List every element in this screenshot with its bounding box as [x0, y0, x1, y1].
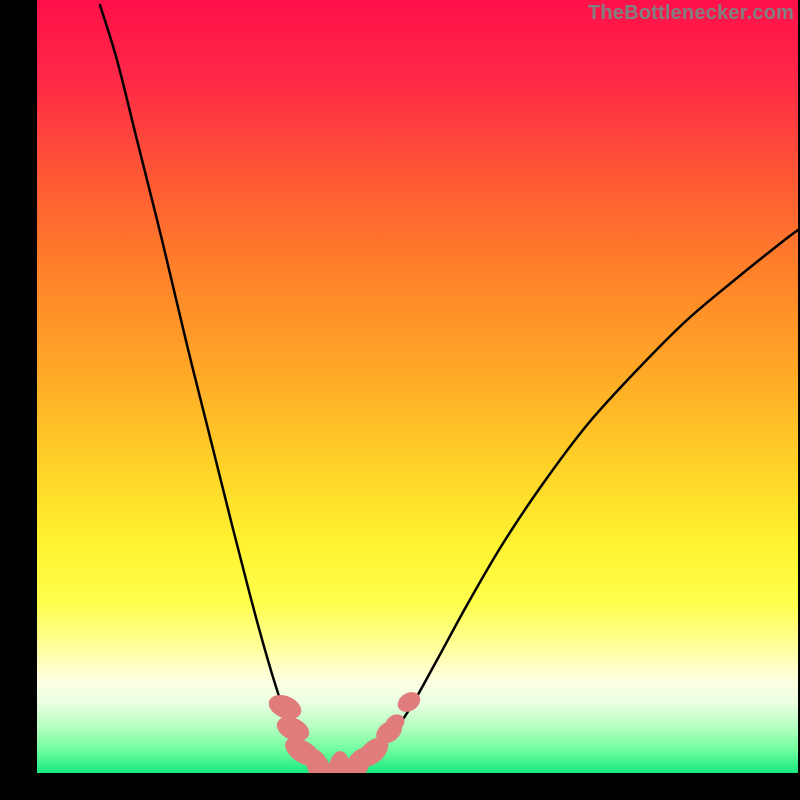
plot-area	[37, 0, 798, 773]
lozenge-group	[265, 688, 424, 773]
stage: TheBottlenecker.com	[0, 0, 800, 800]
bottleneck-curve	[100, 5, 798, 773]
curve-layer	[37, 0, 798, 773]
watermark-text: TheBottlenecker.com	[588, 0, 800, 25]
